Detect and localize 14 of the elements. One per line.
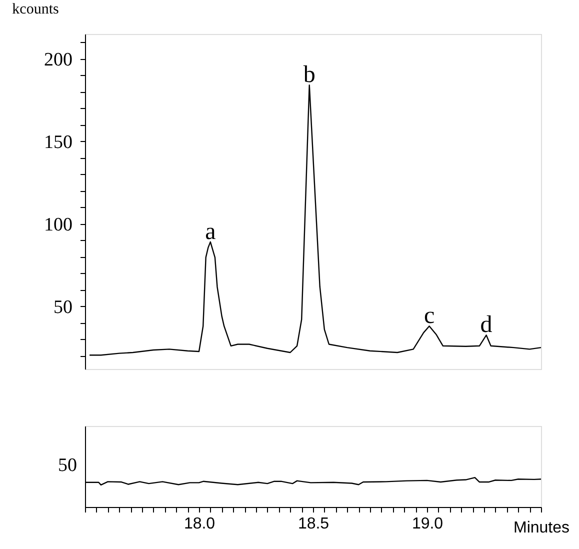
annotation: a — [205, 218, 216, 245]
annotation: c — [424, 303, 435, 330]
annotation: d — [480, 312, 492, 338]
y-tick-label: 150 — [44, 132, 72, 153]
y-tick-label: 50 — [54, 296, 72, 318]
y-tick-label: 200 — [44, 49, 72, 70]
x-axis-title: Minutes — [513, 520, 570, 536]
x-tick-label: 18.5 — [298, 516, 330, 532]
y-tick-label: 100 — [44, 214, 72, 236]
x-tick-label: 19.0 — [412, 516, 444, 532]
y-axis-title: kcounts — [12, 2, 59, 18]
x-tick-label: 18.0 — [184, 516, 216, 532]
line-series — [88, 84, 541, 356]
annotation: b — [303, 62, 316, 88]
